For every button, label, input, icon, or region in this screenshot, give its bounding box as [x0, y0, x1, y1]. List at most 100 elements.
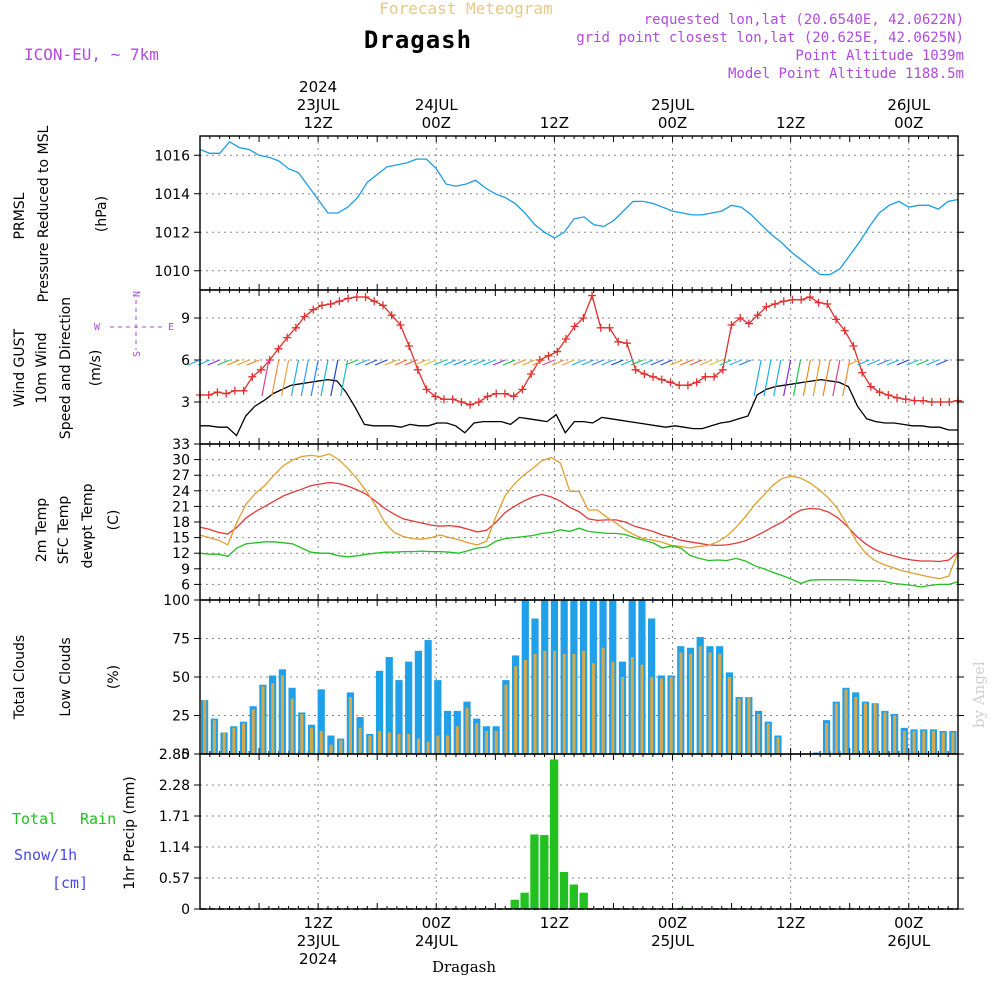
- gust-marker: [317, 301, 326, 310]
- wind-arrow: [330, 359, 339, 397]
- gust-marker: [544, 351, 553, 360]
- location-title: Dragash: [364, 26, 472, 54]
- total-cloud-bar: [405, 661, 413, 754]
- low-cloud-bar: [630, 656, 634, 754]
- gust-marker: [718, 365, 727, 374]
- wind-arrow: [719, 359, 732, 366]
- wind-label-3: Speed and Direction: [58, 297, 74, 439]
- low-cloud-bar: [290, 698, 294, 754]
- low-cloud-bar: [650, 677, 654, 754]
- bottom-time-label: 00Z: [422, 914, 451, 932]
- y-tick-label: 2.85: [159, 747, 190, 763]
- low-cloud-bar: [436, 735, 440, 754]
- gust-marker: [439, 395, 448, 404]
- y-tick-label: 3: [181, 395, 190, 411]
- low-cloud-bar: [553, 650, 557, 754]
- gust-marker: [849, 342, 858, 350]
- wind-arrow: [345, 359, 358, 366]
- gust-marker: [378, 301, 387, 310]
- wind-arrow: [896, 359, 910, 366]
- y-tick-label: 50: [172, 670, 190, 686]
- cloud-labels: Total Clouds Low Clouds (%): [12, 635, 122, 720]
- temp-unit: (C): [106, 510, 122, 531]
- grid-point-coords: grid point closest lon,lat (20.625E, 42.…: [576, 30, 964, 46]
- wind-unit: (m/s): [88, 350, 104, 387]
- low-cloud-bar: [640, 664, 644, 754]
- gust-marker: [736, 314, 745, 322]
- wind-arrow: [630, 359, 644, 366]
- gust-marker: [866, 382, 875, 391]
- low-cloud-bar: [757, 713, 761, 754]
- gust-marker: [553, 347, 562, 356]
- y-tick-label: 25: [172, 709, 190, 725]
- y-tick-label: 1010: [154, 264, 190, 280]
- gust-marker: [204, 391, 213, 399]
- low-cloud-bar: [883, 712, 887, 754]
- gust-marker: [561, 335, 570, 343]
- low-cloud-bar: [484, 730, 489, 754]
- wind-arrow: [611, 359, 624, 366]
- gust-marker: [300, 312, 309, 321]
- low-cloud-bar: [708, 652, 712, 754]
- y-tick-label: 15: [172, 531, 190, 547]
- low-cloud-bar: [368, 735, 372, 754]
- low-cloud-bar: [446, 735, 450, 754]
- gust-marker: [823, 300, 832, 308]
- y-tick-label: 0: [181, 747, 190, 763]
- low-cloud-bar: [776, 737, 780, 754]
- y-tick-label: 30: [172, 453, 190, 469]
- wind-arrow: [812, 359, 821, 397]
- wind-arrow: [699, 359, 713, 366]
- precip-bar: [510, 899, 519, 909]
- gust-marker: [213, 388, 222, 397]
- temp-label-1: 2m Temp: [34, 498, 50, 562]
- precip-bar: [569, 884, 578, 909]
- low-cloud-bar: [280, 675, 284, 754]
- total-cloud-bar: [414, 650, 423, 754]
- sfc-temp-line: [199, 453, 959, 580]
- y-tick-label: 27: [172, 468, 190, 484]
- total-cloud-bar: [317, 689, 325, 754]
- wind-arrow: [207, 359, 220, 366]
- low-cloud-bar: [319, 730, 323, 754]
- wind-arrow: [601, 359, 614, 366]
- gust-marker: [448, 395, 457, 404]
- low-cloud-bar: [737, 698, 741, 754]
- low-cloud-bar: [766, 723, 770, 754]
- wind-arrow: [532, 359, 545, 366]
- low-cloud-bar: [825, 723, 829, 754]
- gust-marker: [640, 370, 649, 378]
- gust-marker: [727, 321, 736, 329]
- gust-marker: [396, 321, 405, 329]
- low-cloud-bar: [844, 689, 848, 754]
- gust-marker: [248, 372, 257, 381]
- pressure-line: [199, 140, 959, 276]
- wind-arrow: [773, 359, 782, 397]
- gust-marker: [666, 378, 675, 387]
- low-cloud-bar: [582, 650, 586, 754]
- gust-marker: [596, 323, 605, 332]
- gust-marker: [291, 323, 300, 332]
- low-cloud-bar: [378, 730, 382, 754]
- y-tick-label: 2.28: [159, 778, 190, 794]
- low-cloud-bar: [397, 733, 401, 754]
- wind-arrow: [310, 359, 319, 397]
- pressure-unit: (hPa): [94, 196, 110, 232]
- wind-arrow: [236, 359, 250, 366]
- wind-arrow: [876, 359, 890, 366]
- gust-marker: [762, 302, 771, 311]
- gust-marker: [239, 386, 248, 395]
- low-cloud-bar: [591, 663, 595, 754]
- low-cloud-bar: [932, 730, 936, 754]
- gust-marker: [675, 381, 684, 390]
- low-cloud-bar: [893, 715, 897, 754]
- top-time-label: 12Z: [540, 114, 569, 132]
- wind-arrow: [689, 359, 703, 366]
- low-cloud-bar: [689, 653, 693, 754]
- total-cloud-bar: [375, 670, 384, 754]
- wind-arrow: [926, 359, 939, 366]
- low-cloud-bar: [727, 677, 731, 754]
- gust-marker: [753, 311, 762, 320]
- wind-arrow: [542, 359, 555, 366]
- low-cloud-bar: [329, 744, 333, 754]
